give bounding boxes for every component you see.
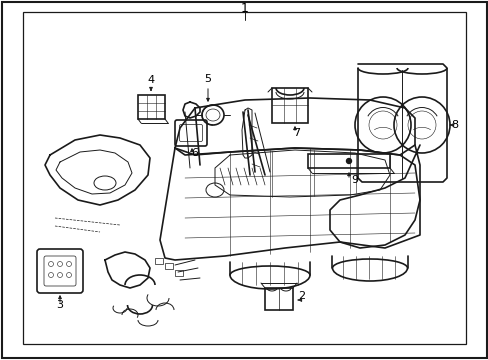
Text: 7: 7	[293, 128, 300, 138]
Bar	[175, 270, 183, 276]
Text: 3: 3	[57, 300, 63, 310]
Text: 9: 9	[351, 175, 358, 185]
Text: 2: 2	[298, 291, 305, 301]
Text: 4: 4	[147, 75, 154, 85]
Bar	[264, 288, 292, 310]
Text: 1: 1	[241, 1, 248, 14]
Text: 8: 8	[450, 120, 458, 130]
Text: 6: 6	[191, 148, 198, 158]
Bar	[307, 154, 389, 168]
Bar	[164, 263, 173, 269]
Bar	[271, 88, 307, 123]
Text: 5: 5	[204, 74, 211, 84]
Bar	[155, 258, 163, 264]
Circle shape	[346, 158, 351, 163]
Bar	[138, 95, 164, 119]
